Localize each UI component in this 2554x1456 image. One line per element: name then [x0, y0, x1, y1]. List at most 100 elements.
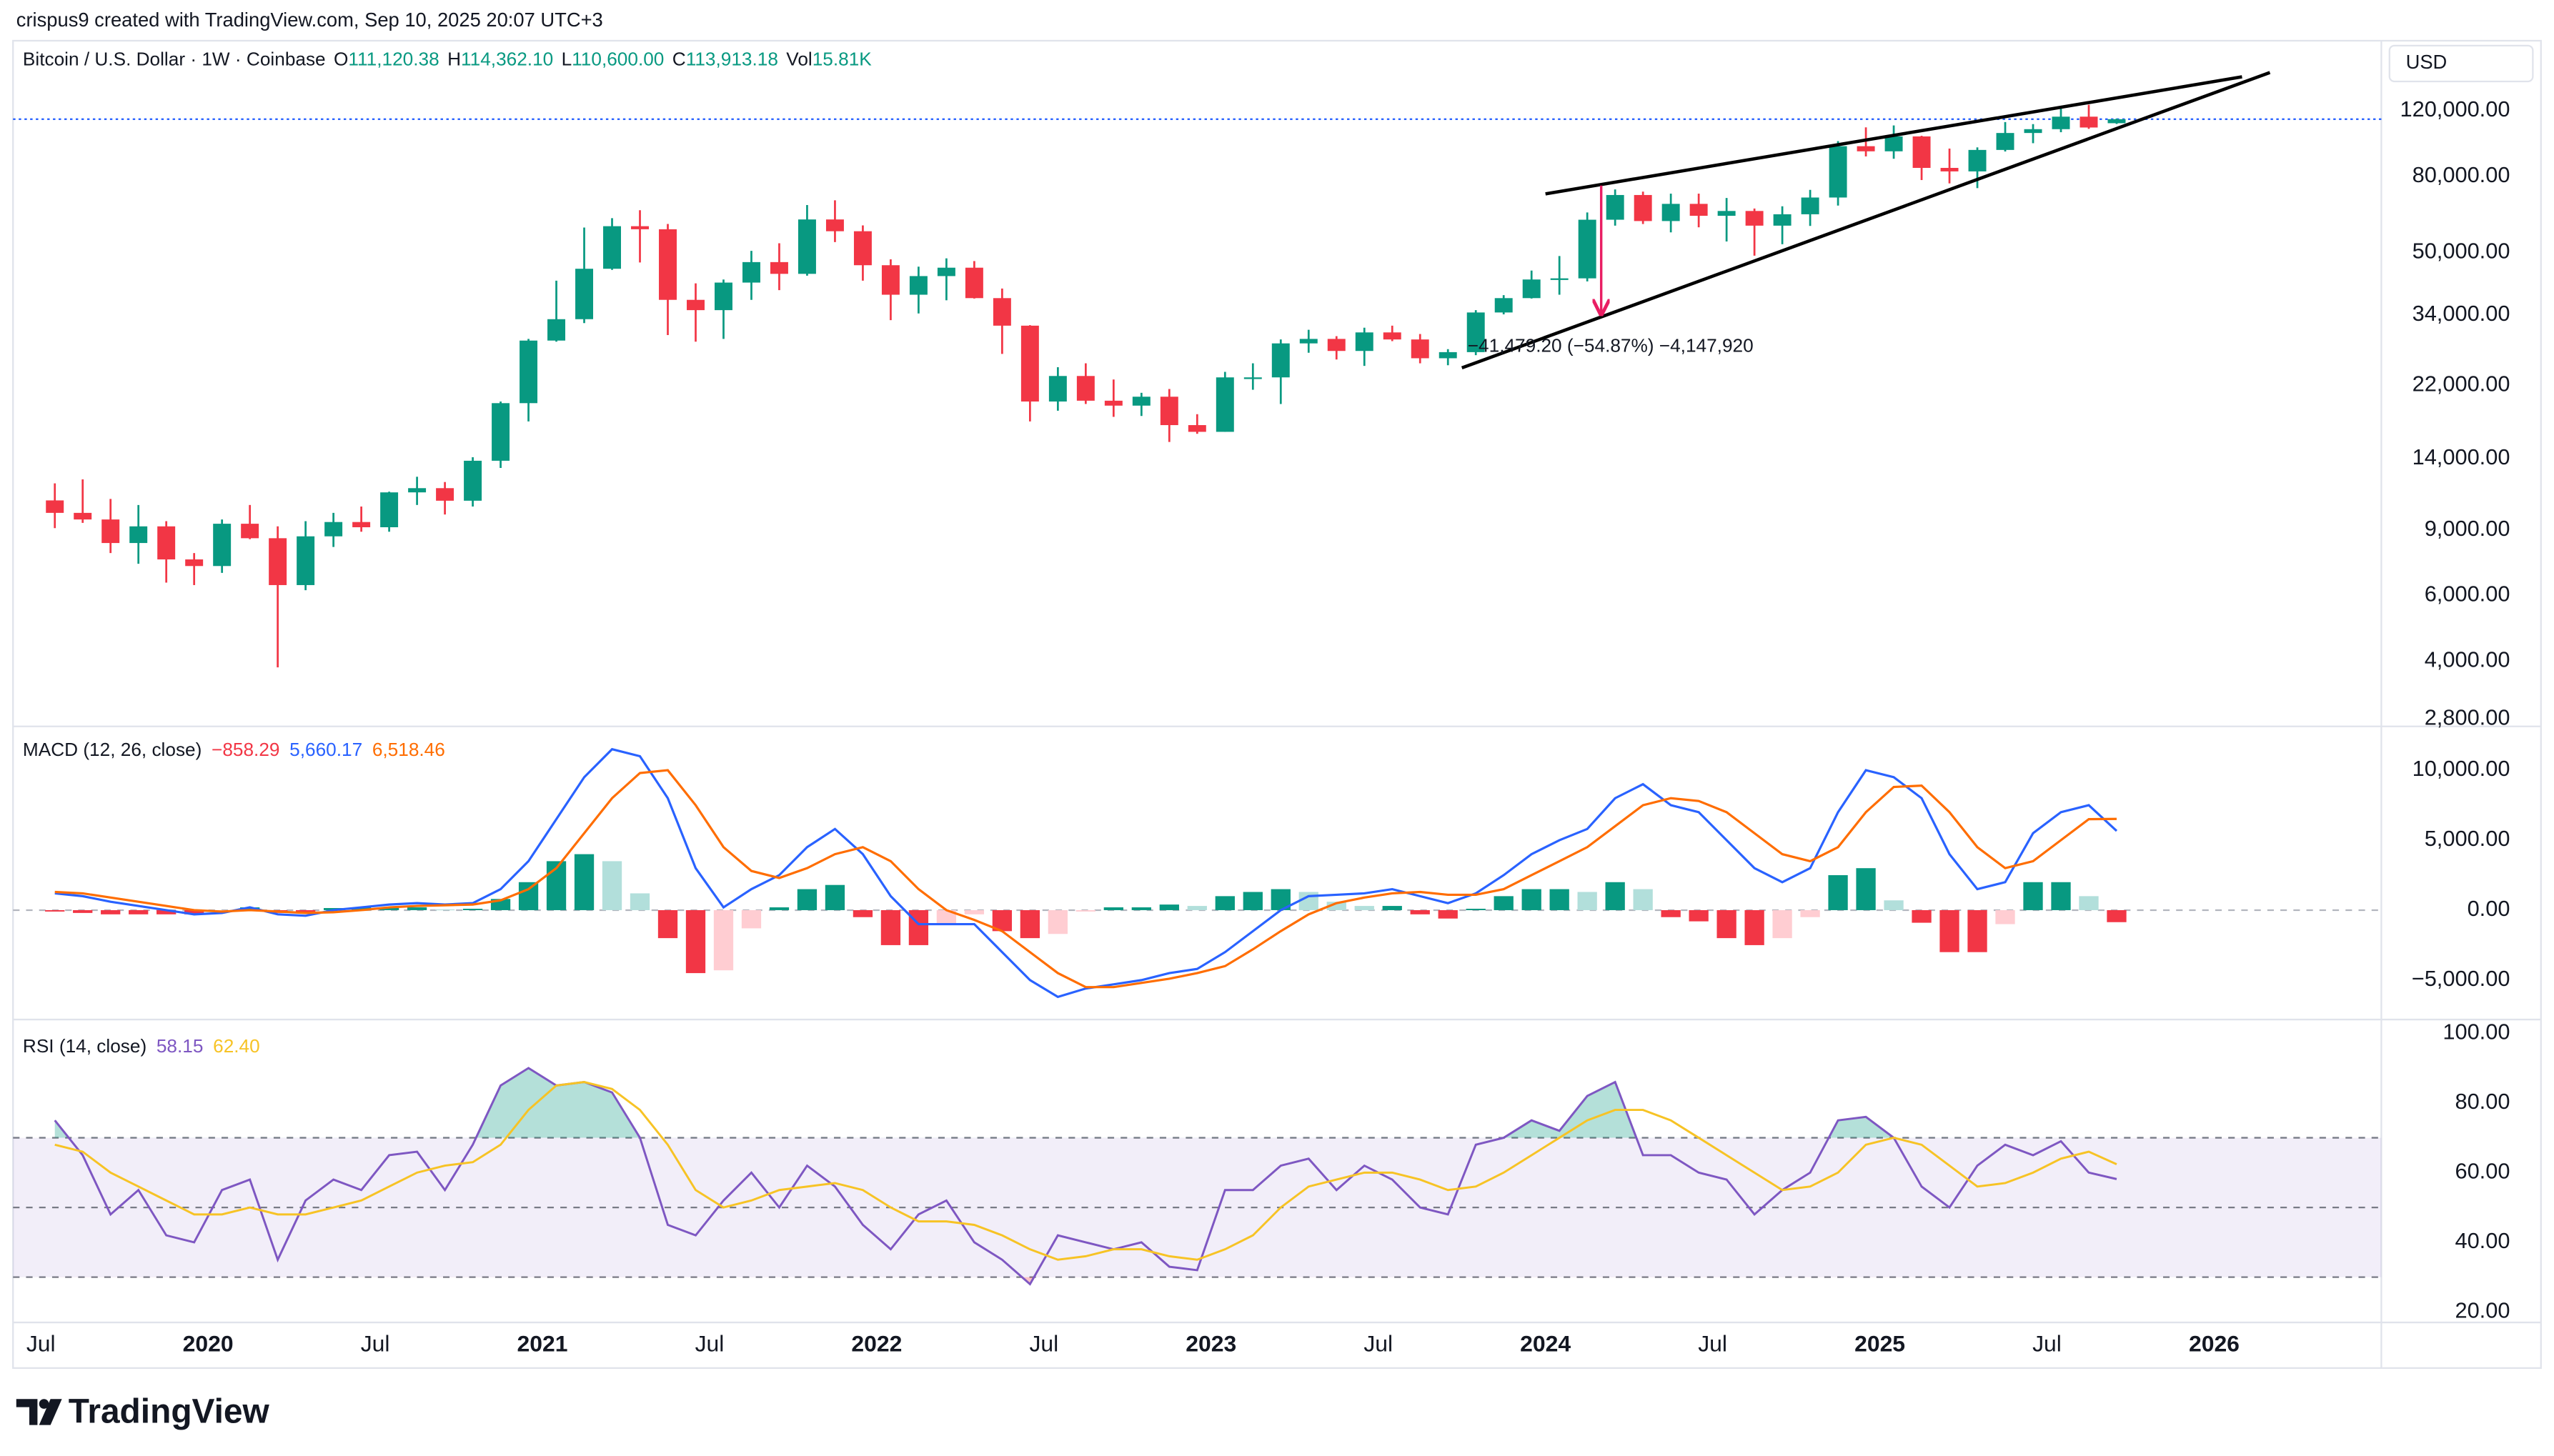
candle-body — [965, 267, 983, 299]
ohlc-value: 113,913.18 — [686, 48, 778, 69]
candle-body — [408, 488, 427, 493]
histogram-bar — [657, 909, 678, 939]
currency-box[interactable] — [2388, 44, 2534, 83]
histogram-bar — [1354, 906, 1374, 910]
brand-logo — [16, 1399, 62, 1425]
histogram-bar — [129, 909, 149, 914]
created-note: crispus9 created with TradingView.com, S… — [16, 9, 603, 31]
histogram-bar — [2051, 882, 2071, 910]
histogram-bar — [1633, 889, 1653, 910]
candle-body — [1801, 197, 1819, 214]
histogram-bar — [1800, 909, 1820, 917]
x-tick-label: Jul — [1363, 1330, 1393, 1356]
y-tick-label: 50,000.00 — [2413, 238, 2510, 263]
currency-label: USD — [2406, 51, 2448, 73]
y-tick-label: −5,000.00 — [2412, 966, 2510, 991]
pane-title: Bitcoin / U.S. Dollar · 1W · Coinbase — [23, 48, 326, 69]
y-tick-label: 80,000.00 — [2413, 162, 2510, 187]
candle-body — [1522, 279, 1541, 299]
histogram-bar — [73, 909, 93, 913]
candle-body — [1829, 146, 1847, 198]
histogram-bar — [1967, 909, 1987, 952]
x-tick-label: 2025 — [1854, 1330, 1905, 1356]
ohlc-label: O — [334, 48, 348, 69]
candle-body — [1243, 377, 1262, 379]
candle-body — [547, 319, 566, 341]
candle-body — [1661, 204, 1680, 221]
rsi-line — [54, 1067, 2117, 1286]
y-tick-label: 120,000.00 — [2400, 96, 2510, 121]
histogram-bar — [1912, 909, 1932, 923]
trend-line — [1545, 75, 2242, 196]
candle-body — [1912, 136, 1931, 169]
histogram-bar — [713, 909, 734, 971]
histogram-bar — [1716, 909, 1736, 939]
histogram-bar — [1382, 906, 1402, 910]
candle-body — [2080, 116, 2098, 128]
legend-value: −858.29 — [212, 739, 279, 760]
legend-value: 5,660.17 — [289, 739, 362, 760]
histogram-bar — [240, 907, 260, 910]
candle-body — [2107, 119, 2126, 124]
x-tick-label: 2024 — [1520, 1330, 1571, 1356]
candle-body — [241, 524, 259, 539]
histogram-bar — [1243, 892, 1263, 910]
candle-body — [157, 526, 176, 560]
histogram-bar — [853, 909, 873, 917]
histogram-bar — [1772, 909, 1792, 939]
candle-body — [324, 522, 343, 537]
histogram-bar — [602, 861, 622, 910]
candle-body — [101, 519, 120, 544]
histogram-bar — [351, 907, 372, 910]
candle-body — [1940, 168, 1959, 171]
candle-body — [742, 261, 760, 283]
ohlc-label: L — [562, 48, 572, 69]
candle-body — [352, 522, 371, 527]
candle-body — [825, 219, 844, 231]
histogram-bar — [1326, 902, 1346, 910]
histogram-bar — [1187, 906, 1207, 910]
candle-body — [1606, 194, 1624, 220]
y-tick-label: 100.00 — [2443, 1019, 2510, 1044]
histogram-bar — [1215, 896, 1235, 910]
histogram-bar — [1410, 909, 1430, 914]
x-tick-label: Jul — [361, 1330, 390, 1356]
x-tick-label: 2020 — [183, 1330, 234, 1356]
candle-body — [1048, 376, 1067, 402]
candle-body — [881, 265, 900, 295]
candle-body — [1383, 332, 1401, 340]
y-tick-label: 22,000.00 — [2413, 371, 2510, 396]
histogram-bar — [1995, 909, 2015, 924]
candle-body — [2024, 129, 2042, 134]
ohlc-label: H — [447, 48, 461, 69]
histogram-bar — [936, 909, 957, 924]
y-tick-label: 0.00 — [2468, 896, 2510, 921]
y-tick-label: 20.00 — [2455, 1298, 2510, 1323]
ohlc-label: Vol — [786, 48, 812, 69]
candle-body — [1857, 146, 1875, 151]
candle-body — [1188, 425, 1206, 432]
candle-body — [1020, 325, 1039, 402]
candle-body — [1773, 214, 1792, 226]
y-tick-label: 80.00 — [2455, 1089, 2510, 1114]
candle-body — [1996, 133, 2014, 150]
candle-body — [575, 269, 594, 319]
histogram-bar — [1521, 889, 1541, 910]
candle-body — [603, 226, 621, 269]
candle-body — [2052, 116, 2070, 129]
candle-body — [631, 226, 649, 229]
candle-body — [492, 403, 510, 461]
pane-title: RSI (14, close) — [23, 1035, 146, 1057]
legend-value: 62.40 — [213, 1035, 260, 1057]
legend-value: 58.15 — [156, 1035, 204, 1057]
measure-label: −41,479.20 (−54.87%) −4,147,920 — [1468, 334, 1754, 356]
y-tick-label: 60.00 — [2455, 1158, 2510, 1183]
candle-body — [129, 526, 148, 544]
histogram-bar — [156, 909, 177, 914]
histogram-bar — [2023, 882, 2043, 910]
pane-legend: MACD (12, 26, close) −858.29 5,660.17 6,518… — [23, 739, 445, 760]
histogram-bar — [1466, 908, 1486, 910]
overbought-fill — [54, 1068, 1894, 1138]
pane-legend: RSI (14, close) 58.15 62.40 — [23, 1035, 260, 1057]
x-tick-label: 2022 — [851, 1330, 902, 1356]
